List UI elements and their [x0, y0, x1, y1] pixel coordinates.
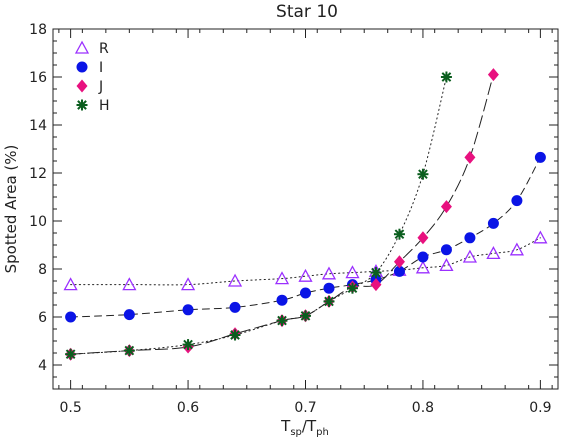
y-tick-label: 8 [38, 262, 47, 278]
data-point-H [323, 295, 335, 307]
y-tick-label: 10 [29, 214, 47, 230]
data-point-R [439, 258, 454, 272]
x-tick-label: 0.6 [177, 400, 199, 416]
series-markers [63, 68, 548, 361]
data-point-I [417, 251, 429, 263]
x-axis-label-slash: /T [302, 417, 317, 435]
y-axis-label: Spotted Area (%) [2, 145, 20, 274]
data-point-J [417, 231, 429, 245]
y-tick-label: 12 [29, 166, 47, 182]
legend-label-J: J [98, 79, 103, 95]
data-point-H [123, 345, 135, 357]
data-point-J [487, 68, 499, 82]
chart-title: Star 10 [276, 2, 338, 22]
data-point-J [393, 255, 405, 269]
data-point-R [180, 277, 196, 291]
legend-marker-J [76, 79, 88, 93]
data-point-I [464, 232, 476, 244]
x-tick-label: 0.5 [59, 400, 81, 416]
data-point-R [274, 271, 290, 285]
data-point-R [122, 277, 137, 291]
y-tick-label: 14 [29, 118, 47, 134]
data-point-H [229, 329, 241, 341]
data-point-R [227, 273, 243, 287]
data-point-R [509, 242, 524, 256]
data-point-H [417, 168, 429, 180]
x-axis-ticks: 0.5 0.6 0.7 0.8 0.9 [58, 29, 553, 416]
plot-area: 0.5 0.6 0.7 0.8 0.9 4 6 8 10 12 14 16 18 [29, 22, 559, 416]
x-axis-label-main: T [280, 417, 291, 435]
data-point-I [511, 195, 523, 207]
y-tick-label: 18 [29, 22, 47, 38]
data-point-H [65, 348, 77, 360]
data-point-J [464, 150, 476, 164]
legend-marker-H [76, 99, 88, 111]
x-axis-label-sub2: ph [316, 427, 329, 438]
data-point-I [393, 265, 405, 277]
data-point-H [276, 315, 288, 327]
data-point-J [440, 200, 452, 214]
data-point-R [63, 277, 78, 291]
legend-label-I: I [99, 60, 103, 76]
y-tick-label: 4 [38, 358, 47, 374]
series-line-H [70, 76, 447, 355]
data-point-I [487, 217, 499, 229]
data-point-R [345, 265, 360, 279]
series-line-R [70, 237, 541, 286]
series-line-J [70, 74, 494, 355]
y-tick-label: 6 [38, 310, 47, 326]
data-point-R [486, 246, 501, 260]
x-tick-label: 0.9 [529, 400, 551, 416]
y-tick-label: 16 [29, 70, 47, 86]
data-point-H [370, 267, 382, 279]
data-point-R [533, 230, 548, 244]
data-point-I [123, 309, 135, 321]
data-point-H [440, 71, 452, 83]
series-lines [70, 74, 541, 355]
data-point-H [393, 228, 405, 240]
legend-marker-R [74, 40, 90, 54]
data-point-I [323, 282, 335, 294]
data-point-I [440, 244, 452, 256]
data-point-I [300, 287, 311, 299]
data-point-H [182, 339, 194, 351]
data-point-R [298, 268, 313, 282]
x-tick-label: 0.7 [294, 400, 316, 416]
legend-label-R: R [99, 41, 109, 57]
data-point-I [65, 311, 77, 323]
data-point-J [370, 278, 382, 292]
legend-label-H: H [99, 98, 110, 114]
data-point-H [346, 282, 358, 294]
legend-marker-I [76, 61, 88, 73]
data-point-H [300, 310, 311, 322]
y-axis-ticks: 4 6 8 10 12 14 16 18 [29, 22, 558, 390]
series-line-I [70, 156, 541, 318]
data-point-I [229, 301, 241, 313]
x-tick-label: 0.8 [412, 400, 434, 416]
x-axis-label-sub1: sp [290, 427, 302, 438]
data-point-I [276, 294, 288, 306]
x-axis-label: Tsp/Tph [280, 417, 329, 438]
data-point-R [321, 266, 337, 280]
data-point-R [462, 249, 478, 263]
data-point-I [182, 304, 194, 316]
data-point-R [415, 260, 431, 274]
data-point-I [534, 151, 546, 163]
